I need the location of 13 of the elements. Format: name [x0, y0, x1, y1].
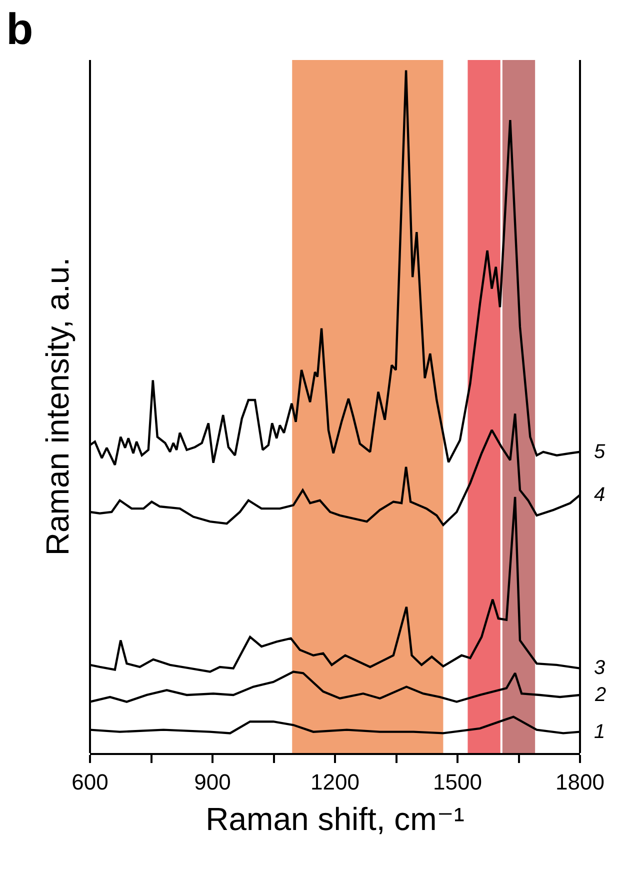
y-axis-title: Raman intensity, a.u.: [39, 257, 76, 556]
x-tick-label: 1200: [310, 769, 360, 794]
x-tick-label: 600: [72, 769, 108, 794]
x-tick-label: 900: [194, 769, 231, 794]
series-label: 4: [594, 484, 606, 506]
x-tick-label: 1500: [433, 769, 482, 794]
chart-title: b: [6, 4, 34, 54]
series-label: 2: [594, 684, 606, 706]
series-label: 1: [594, 721, 606, 743]
x-axis-title: Raman shift, cm⁻¹: [206, 800, 464, 837]
series-label: 3: [594, 657, 606, 679]
x-tick-label: 1800: [556, 769, 604, 794]
series-label: 5: [594, 441, 606, 463]
